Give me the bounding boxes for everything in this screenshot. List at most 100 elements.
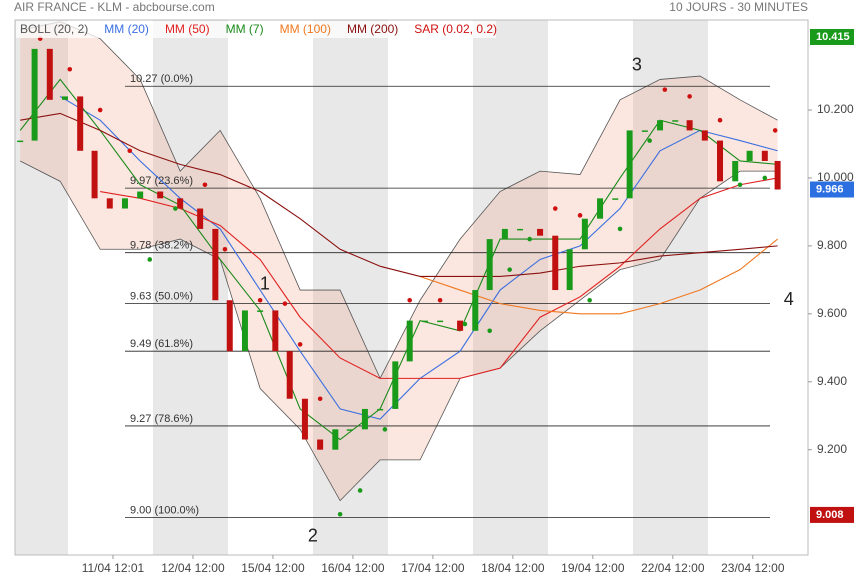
- candle: [686, 120, 693, 131]
- candle: [501, 228, 508, 240]
- y-tick-label: 9.800: [817, 238, 847, 252]
- candle: [597, 198, 604, 219]
- candle: [91, 150, 98, 199]
- candle: [486, 239, 493, 291]
- sar-dot: [737, 182, 743, 188]
- x-tick-label: 12/04 12:00: [161, 561, 225, 575]
- candle: [761, 150, 768, 161]
- candle: [317, 439, 324, 450]
- candle: [177, 198, 184, 209]
- candle: [774, 160, 781, 190]
- sar-dot: [173, 206, 178, 211]
- x-tick-label: 17/04 12:00: [401, 561, 465, 575]
- candle: [226, 300, 233, 352]
- sar-dot: [97, 107, 103, 113]
- candle: [626, 130, 633, 199]
- legend-entry: MM (20): [104, 22, 149, 36]
- plot-frame: [14, 19, 809, 556]
- candle: [732, 160, 739, 182]
- candle: [517, 228, 524, 231]
- candle: [31, 48, 38, 141]
- candle: [17, 140, 24, 143]
- candle: [437, 320, 444, 323]
- legend-entry: MM (7): [226, 22, 264, 36]
- fib-label: 9.00 (100.0%): [130, 505, 199, 517]
- bollinger-upper: [20, 21, 778, 380]
- price-label: 9.008: [816, 509, 844, 521]
- ma-line: [100, 177, 778, 379]
- candle: [641, 130, 648, 132]
- session-bands: [15, 20, 708, 555]
- candle: [77, 96, 84, 151]
- legend-entry: BOLL (20, 2): [20, 22, 88, 36]
- sar-dot: [462, 321, 468, 327]
- sar-dot: [527, 236, 532, 242]
- legend-bg: [16, 21, 496, 38]
- sar-dot: [407, 297, 413, 303]
- candle: [212, 228, 219, 301]
- x-tick-label: 22/04 12:00: [641, 561, 705, 575]
- annotation: 3: [632, 55, 642, 75]
- ma-line: [20, 112, 778, 278]
- session-band: [313, 20, 388, 555]
- session-band: [15, 20, 68, 555]
- candle: [121, 198, 128, 209]
- sar-dot: [67, 66, 73, 72]
- sar-dot: [577, 213, 583, 218]
- candle: [581, 218, 588, 250]
- price-label: 9.966: [816, 183, 844, 195]
- sar-dot: [662, 87, 668, 92]
- candle: [301, 398, 308, 440]
- candle: [537, 228, 544, 236]
- candle: [701, 130, 708, 141]
- candle: [257, 310, 264, 312]
- y-tick-label: 9.200: [817, 442, 847, 456]
- fib-label: 9.63 (50.0%): [130, 291, 193, 303]
- sar-dot: [357, 488, 363, 493]
- y-tick-label: 9.400: [817, 374, 847, 388]
- sar-dot: [552, 206, 558, 211]
- x-tick-label: 16/04 12:00: [321, 561, 385, 575]
- candle: [197, 208, 204, 229]
- legend-entry: MM (200): [347, 22, 398, 36]
- sar-dot: [257, 297, 263, 303]
- sar-dot: [487, 328, 492, 334]
- candle: [472, 290, 479, 331]
- y-tick-label: 10.200: [817, 102, 854, 116]
- annotation: 4: [784, 289, 794, 309]
- candle: [241, 310, 248, 352]
- legend-entry: MM (100): [280, 22, 331, 36]
- candle: [46, 48, 53, 100]
- candle: [157, 191, 164, 199]
- fib-label: 9.27 (78.6%): [130, 413, 193, 425]
- candle: [392, 361, 399, 409]
- candle: [61, 96, 68, 100]
- candle: [286, 351, 293, 399]
- sar-dot: [587, 297, 592, 303]
- legend-entry: SAR (0.02, 0.2): [414, 22, 497, 36]
- x-tick-label: 18/04 12:00: [481, 561, 545, 575]
- ma-line: [19, 78, 778, 441]
- sar-dot: [437, 297, 443, 303]
- candle: [566, 249, 573, 291]
- sar-dot: [507, 267, 512, 272]
- fib-label: 9.49 (61.8%): [130, 338, 193, 350]
- price-label-box: [810, 181, 854, 198]
- sar-dot: [687, 94, 692, 99]
- x-tick-label: 15/04 12:00: [241, 561, 305, 575]
- y-tick-label: 10.000: [817, 170, 854, 184]
- x-tick-label: 11/04 12:01: [82, 561, 145, 575]
- legend-entry: MM (50): [165, 22, 210, 36]
- x-tick-label: 19/04 12:00: [561, 561, 625, 575]
- chart-subtitle: 10 JOURS - 30 MINUTES: [669, 0, 808, 14]
- sar-dot: [222, 246, 228, 252]
- sar-dot: [717, 117, 723, 123]
- candle: [377, 408, 384, 411]
- annotation: 1: [260, 274, 270, 294]
- sar-dot: [762, 175, 768, 181]
- candle: [406, 320, 413, 362]
- session-band: [633, 20, 708, 555]
- sar-dot: [282, 301, 288, 306]
- candle: [457, 320, 464, 331]
- sar-dot: [382, 427, 388, 432]
